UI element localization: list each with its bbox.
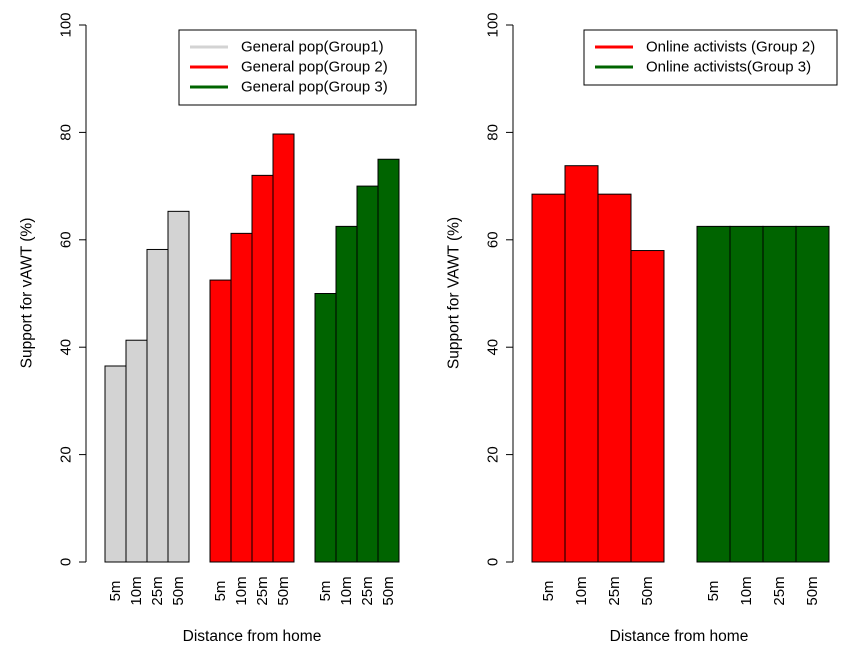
x-tick-label-general-pop-group1-50m: 50m xyxy=(170,576,187,605)
x-tick-label-online-activists-group-3-25m: 25m xyxy=(771,576,788,605)
bar-general-pop-group1-10m xyxy=(125,339,148,563)
x-tick-label-general-pop-group-3-5m: 5m xyxy=(317,581,334,602)
x-tick-label-general-pop-group1-25m: 25m xyxy=(149,576,166,605)
y-tick-label-60: 60 xyxy=(58,231,75,248)
y-tick-label-100: 100 xyxy=(485,12,502,37)
bar-online-activists-group-3-25m xyxy=(762,225,797,563)
bar-online-activists-group-2-5m xyxy=(531,193,566,563)
x-tick-label-online-activists-group-3-10m: 10m xyxy=(738,576,755,605)
legend-label-general-pop-group-2: General pop(Group 2) xyxy=(241,59,388,76)
bar-general-pop-group-2-10m xyxy=(230,232,253,563)
x-tick-label-general-pop-group-2-10m: 10m xyxy=(233,576,250,605)
x-tick-label-online-activists-group-2-50m: 50m xyxy=(639,576,656,605)
bar-online-activists-group-2-25m xyxy=(597,193,632,563)
x-tick-label-online-activists-group-2-10m: 10m xyxy=(573,576,590,605)
legend: General pop(Group1) General pop(Group 2) G… xyxy=(178,29,417,106)
x-tick-label-general-pop-group-2-50m: 50m xyxy=(275,576,292,605)
x-tick-label-general-pop-group-3-50m: 50m xyxy=(380,576,397,605)
legend-label-online-activists-group-2: Online activists (Group 2) xyxy=(646,39,815,56)
legend-label-general-pop-group1: General pop(Group1) xyxy=(241,39,384,56)
x-tick-label-online-activists-group-2-5m: 5m xyxy=(540,581,557,602)
bar-general-pop-group1-25m xyxy=(146,248,169,563)
y-tick-label-0: 0 xyxy=(58,558,75,566)
bar-online-activists-group-2-50m xyxy=(630,250,665,563)
y-tick-label-0: 0 xyxy=(485,558,502,566)
legend-label-general-pop-group-3: General pop(Group 3) xyxy=(241,79,388,96)
x-tick-label-general-pop-group-3-25m: 25m xyxy=(359,576,376,605)
x-tick-label-online-activists-group-3-50m: 50m xyxy=(804,576,821,605)
bar-online-activists-group-3-5m xyxy=(696,225,731,563)
y-tick-label-80: 80 xyxy=(58,124,75,141)
y-tick-label-100: 100 xyxy=(58,12,75,37)
y-tick-label-80: 80 xyxy=(485,124,502,141)
bar-general-pop-group-3-5m xyxy=(314,293,337,563)
x-tick-label-general-pop-group-3-10m: 10m xyxy=(338,576,355,605)
x-tick-label-general-pop-group1-5m: 5m xyxy=(107,581,124,602)
y-tick-label-20: 20 xyxy=(58,446,75,463)
x-tick-label-general-pop-group1-10m: 10m xyxy=(128,576,145,605)
bar-general-pop-group-2-5m xyxy=(209,279,232,563)
y-tick-label-40: 40 xyxy=(58,339,75,356)
x-tick-label-online-activists-group-2-25m: 25m xyxy=(606,576,623,605)
bar-general-pop-group-3-50m xyxy=(377,158,400,563)
y-tick-label-40: 40 xyxy=(485,339,502,356)
legend-box xyxy=(178,29,417,106)
legend: Online activists (Group 2) Online activis… xyxy=(583,29,838,86)
legend-label-online-activists-group-3: Online activists(Group 3) xyxy=(646,59,811,76)
bar-online-activists-group-3-10m xyxy=(729,225,764,563)
x-tick-label-online-activists-group-3-5m: 5m xyxy=(705,581,722,602)
y-axis-title: Support for VAWT (%) xyxy=(446,217,463,369)
x-tick-label-general-pop-group-2-25m: 25m xyxy=(254,576,271,605)
bar-general-pop-group-2-50m xyxy=(272,133,295,563)
bar-general-pop-group1-5m xyxy=(104,365,127,563)
x-tick-label-general-pop-group-2-5m: 5m xyxy=(212,581,229,602)
x-axis-title: Distance from home xyxy=(183,628,322,645)
y-axis-title: Support for vAWT (%) xyxy=(19,218,36,369)
bar-general-pop-group1-50m xyxy=(167,210,190,563)
bar-online-activists-group-2-10m xyxy=(564,165,599,563)
bar-general-pop-group-3-25m xyxy=(356,185,379,563)
right-chart-panel: 0 20 40 60 80 100 5m 10m 25m 50m 5m 10m 25m 50m Distan… xyxy=(446,12,838,645)
y-tick-label-20: 20 xyxy=(485,446,502,463)
bar-general-pop-group-2-25m xyxy=(251,174,274,563)
bar-online-activists-group-3-50m xyxy=(795,225,830,563)
bar-general-pop-group-3-10m xyxy=(335,225,358,563)
legend-box xyxy=(583,29,838,86)
y-tick-label-60: 60 xyxy=(485,231,502,248)
x-axis-title: Distance from home xyxy=(610,628,749,645)
